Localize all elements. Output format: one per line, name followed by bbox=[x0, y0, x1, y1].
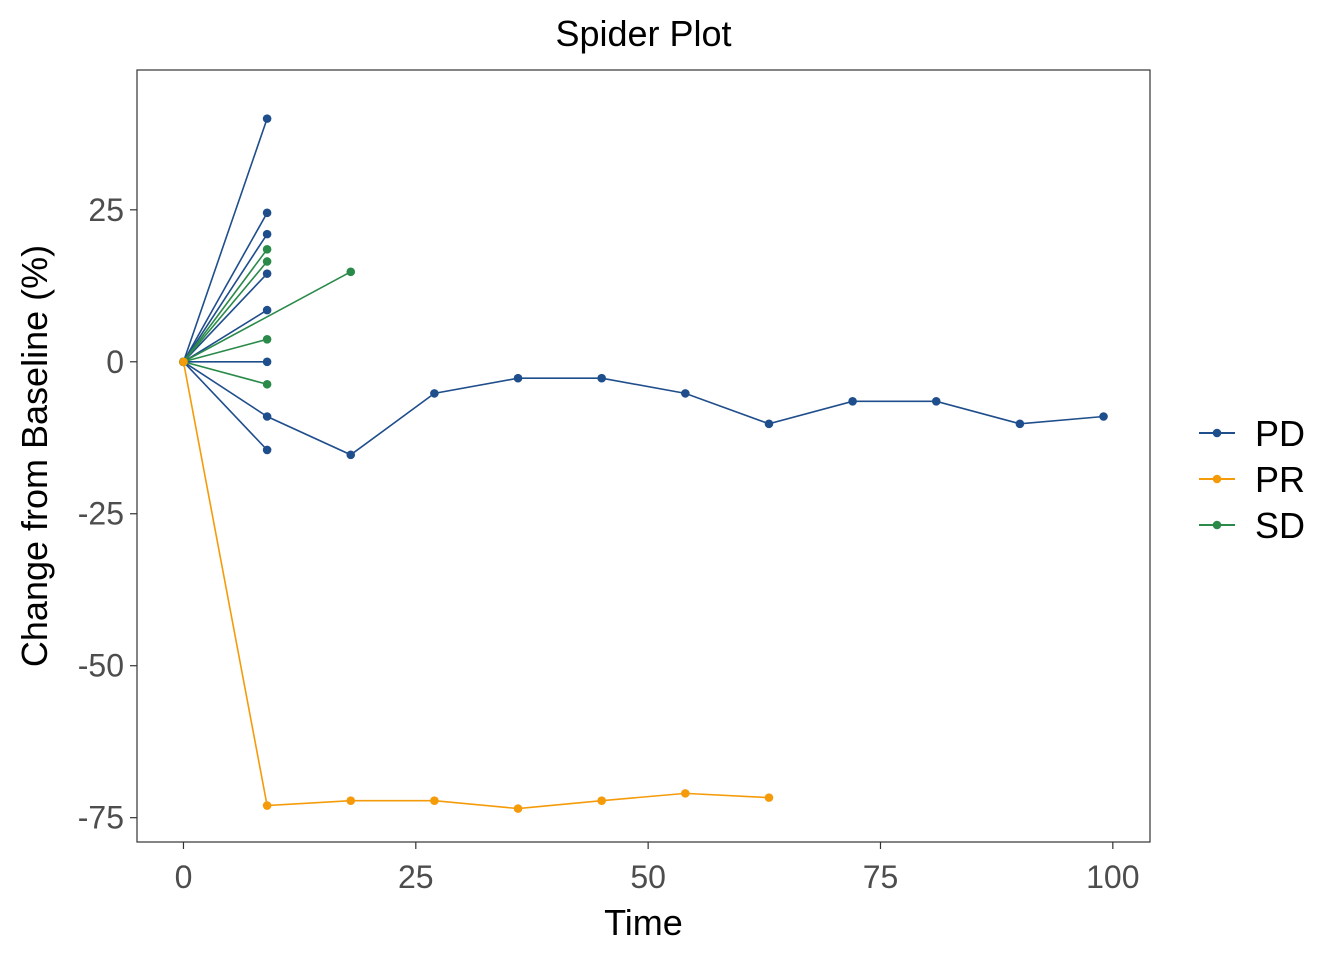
series-line bbox=[182, 233, 268, 363]
series-sd-10 bbox=[179, 267, 356, 367]
data-point bbox=[262, 357, 272, 367]
data-point bbox=[262, 208, 272, 218]
x-tick-label: 100 bbox=[1086, 859, 1139, 895]
y-axis-label: Change from Baseline (%) bbox=[14, 245, 55, 667]
series-line bbox=[182, 361, 770, 810]
series-pd-7 bbox=[179, 357, 1108, 460]
x-tick-label: 75 bbox=[863, 859, 899, 895]
series-sd-8 bbox=[179, 245, 272, 367]
x-tick-label: 50 bbox=[630, 859, 666, 895]
data-point bbox=[1099, 412, 1108, 421]
data-point bbox=[430, 796, 439, 805]
data-point bbox=[179, 357, 188, 367]
data-point bbox=[262, 334, 272, 344]
series-line bbox=[183, 338, 268, 363]
chart-title: Spider Plot bbox=[555, 13, 731, 54]
legend-item-sd: SD bbox=[1199, 505, 1305, 546]
legend-item-pd: PD bbox=[1199, 413, 1305, 454]
data-point bbox=[262, 305, 272, 315]
data-point bbox=[262, 412, 272, 421]
y-tick-label: -25 bbox=[78, 496, 124, 532]
series-line bbox=[182, 212, 268, 363]
x-tick-label: 0 bbox=[175, 859, 193, 895]
series-line bbox=[182, 361, 268, 451]
legend-label: PR bbox=[1255, 459, 1305, 500]
legend-label: PD bbox=[1255, 413, 1305, 454]
series-line bbox=[182, 260, 268, 363]
data-point bbox=[597, 373, 606, 383]
series-line bbox=[183, 361, 1104, 456]
series-line bbox=[182, 248, 268, 363]
y-tick-label: 25 bbox=[88, 192, 124, 228]
series-pd-0 bbox=[179, 114, 272, 367]
data-point bbox=[346, 450, 356, 460]
data-point bbox=[764, 793, 774, 802]
series-pd-6 bbox=[179, 357, 272, 455]
legend-item-pr: PR bbox=[1199, 459, 1305, 500]
legend-key-point bbox=[1212, 428, 1222, 438]
data-point bbox=[513, 804, 523, 813]
y-tick-label: -50 bbox=[78, 648, 124, 684]
series-pr-13 bbox=[179, 357, 774, 813]
series-line bbox=[182, 273, 268, 363]
data-point bbox=[513, 373, 523, 383]
y-tick-label: -75 bbox=[78, 800, 124, 836]
data-point bbox=[262, 269, 272, 278]
data-point bbox=[346, 796, 356, 805]
data-point bbox=[681, 389, 690, 398]
x-axis: 0 25 50 75 100 bbox=[175, 842, 1140, 895]
series-layer bbox=[179, 114, 1108, 813]
series-line bbox=[183, 271, 352, 363]
data-point bbox=[764, 419, 774, 429]
data-point bbox=[262, 257, 272, 266]
y-tick-label: 0 bbox=[106, 344, 124, 380]
plot-panel bbox=[136, 69, 1151, 843]
series-line bbox=[183, 309, 268, 363]
legend-label: SD bbox=[1255, 505, 1305, 546]
data-point bbox=[430, 389, 439, 398]
data-point bbox=[931, 396, 941, 406]
data-point bbox=[262, 245, 272, 254]
data-point bbox=[262, 445, 272, 455]
legend-key-point bbox=[1212, 474, 1222, 484]
data-point bbox=[346, 267, 356, 277]
data-point bbox=[262, 801, 272, 810]
y-axis: 25 0 -25 -50 -75 bbox=[78, 192, 137, 836]
x-tick-label: 25 bbox=[398, 859, 434, 895]
data-point bbox=[262, 379, 272, 389]
legend: PD PR SD bbox=[1199, 413, 1305, 546]
series-line bbox=[182, 118, 268, 363]
legend-key-point bbox=[1212, 520, 1222, 530]
data-point bbox=[681, 789, 690, 798]
data-point bbox=[597, 796, 606, 805]
data-point bbox=[848, 396, 857, 406]
series-line bbox=[183, 361, 268, 386]
data-point bbox=[262, 229, 272, 239]
x-axis-label: Time bbox=[604, 902, 683, 943]
data-point bbox=[1015, 419, 1025, 429]
data-point bbox=[262, 114, 272, 123]
